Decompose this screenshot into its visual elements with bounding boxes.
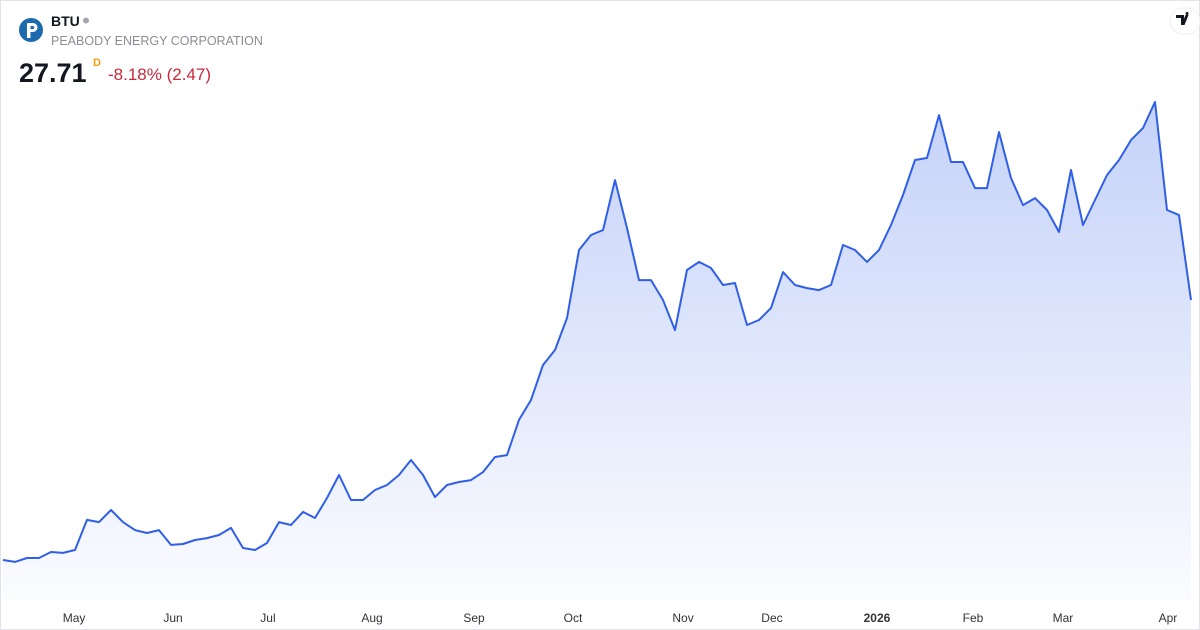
- price-line: [2, 101, 1192, 563]
- x-tick-label: 2026: [864, 611, 891, 625]
- change: -8.18% (2.47): [108, 65, 211, 84]
- company-name: PEABODY ENERGY CORPORATION: [51, 34, 263, 48]
- x-tick-label: Jun: [163, 611, 182, 625]
- x-tick-label: May: [63, 611, 86, 625]
- x-tick-label: Jul: [260, 611, 275, 625]
- x-tick-label: Aug: [361, 611, 382, 625]
- x-tick-label: Nov: [672, 611, 693, 625]
- x-tick-label: Apr: [1159, 611, 1178, 625]
- x-tick-label: Mar: [1053, 611, 1074, 625]
- area-fill: [3, 102, 1191, 600]
- x-tick-label: Oct: [564, 611, 583, 625]
- status-dot: [83, 17, 89, 24]
- x-tick-label: Sep: [463, 611, 485, 625]
- x-tick-label: Feb: [963, 611, 984, 625]
- symbol: BTU: [51, 13, 80, 29]
- interval: D: [93, 57, 101, 69]
- logo: [19, 18, 43, 42]
- tradingview-logo: [1169, 7, 1200, 35]
- x-tick-label: Dec: [761, 611, 782, 625]
- price: 27.71: [19, 58, 87, 88]
